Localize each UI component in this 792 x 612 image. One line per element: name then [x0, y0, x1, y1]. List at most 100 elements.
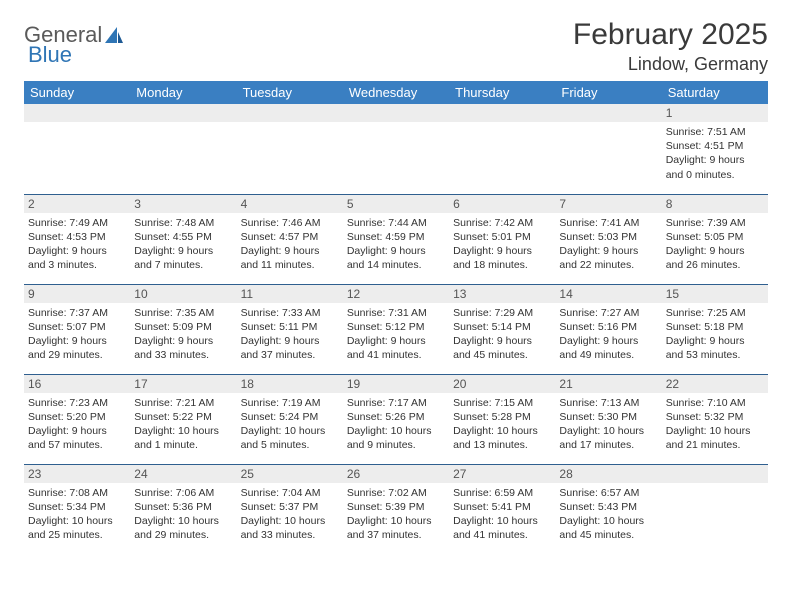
sunrise-text: Sunrise: 7:10 AM: [666, 396, 764, 410]
daylight-text: Daylight: 10 hours and 17 minutes.: [559, 424, 657, 452]
day-number: 21: [555, 375, 661, 393]
day-number: 26: [343, 465, 449, 483]
title-block: February 2025 Lindow, Germany: [573, 18, 768, 75]
dow-sunday: Sunday: [24, 81, 130, 104]
sunrise-text: Sunrise: 7:31 AM: [347, 306, 445, 320]
day-cell: 9Sunrise: 7:37 AMSunset: 5:07 PMDaylight…: [24, 284, 130, 374]
sunrise-text: Sunrise: 7:13 AM: [559, 396, 657, 410]
day-number: [555, 104, 661, 122]
calendar-week: 23Sunrise: 7:08 AMSunset: 5:34 PMDayligh…: [24, 464, 768, 554]
day-info: Sunrise: 7:27 AMSunset: 5:16 PMDaylight:…: [559, 306, 657, 363]
brand-part2: Blue: [28, 42, 72, 68]
day-info: Sunrise: 7:21 AMSunset: 5:22 PMDaylight:…: [134, 396, 232, 453]
sunset-text: Sunset: 5:20 PM: [28, 410, 126, 424]
daylight-text: Daylight: 9 hours and 18 minutes.: [453, 244, 551, 272]
daylight-text: Daylight: 10 hours and 45 minutes.: [559, 514, 657, 542]
day-cell: 16Sunrise: 7:23 AMSunset: 5:20 PMDayligh…: [24, 374, 130, 464]
day-number: 27: [449, 465, 555, 483]
day-number: 17: [130, 375, 236, 393]
sunset-text: Sunset: 5:18 PM: [666, 320, 764, 334]
day-cell: 7Sunrise: 7:41 AMSunset: 5:03 PMDaylight…: [555, 194, 661, 284]
daylight-text: Daylight: 9 hours and 3 minutes.: [28, 244, 126, 272]
sunset-text: Sunset: 5:28 PM: [453, 410, 551, 424]
day-number: 12: [343, 285, 449, 303]
sunrise-text: Sunrise: 7:46 AM: [241, 216, 339, 230]
day-number: [237, 104, 343, 122]
day-number: 16: [24, 375, 130, 393]
calendar-body: 1Sunrise: 7:51 AMSunset: 4:51 PMDaylight…: [24, 104, 768, 554]
dow-saturday: Saturday: [662, 81, 768, 104]
day-number: 18: [237, 375, 343, 393]
sunrise-text: Sunrise: 7:06 AM: [134, 486, 232, 500]
day-cell: 6Sunrise: 7:42 AMSunset: 5:01 PMDaylight…: [449, 194, 555, 284]
day-cell: 25Sunrise: 7:04 AMSunset: 5:37 PMDayligh…: [237, 464, 343, 554]
daylight-text: Daylight: 10 hours and 13 minutes.: [453, 424, 551, 452]
sunset-text: Sunset: 4:59 PM: [347, 230, 445, 244]
day-number: 8: [662, 195, 768, 213]
day-info: Sunrise: 7:15 AMSunset: 5:28 PMDaylight:…: [453, 396, 551, 453]
daylight-text: Daylight: 9 hours and 33 minutes.: [134, 334, 232, 362]
sunrise-text: Sunrise: 7:15 AM: [453, 396, 551, 410]
sunrise-text: Sunrise: 7:39 AM: [666, 216, 764, 230]
dow-wednesday: Wednesday: [343, 81, 449, 104]
sunrise-text: Sunrise: 7:23 AM: [28, 396, 126, 410]
day-info: Sunrise: 6:59 AMSunset: 5:41 PMDaylight:…: [453, 486, 551, 543]
daylight-text: Daylight: 9 hours and 26 minutes.: [666, 244, 764, 272]
day-number: 2: [24, 195, 130, 213]
sunset-text: Sunset: 5:30 PM: [559, 410, 657, 424]
dow-thursday: Thursday: [449, 81, 555, 104]
day-info: Sunrise: 7:06 AMSunset: 5:36 PMDaylight:…: [134, 486, 232, 543]
calendar-table: Sunday Monday Tuesday Wednesday Thursday…: [24, 81, 768, 554]
daylight-text: Daylight: 10 hours and 9 minutes.: [347, 424, 445, 452]
day-info: Sunrise: 7:51 AMSunset: 4:51 PMDaylight:…: [666, 125, 764, 182]
day-cell: 15Sunrise: 7:25 AMSunset: 5:18 PMDayligh…: [662, 284, 768, 374]
day-info: Sunrise: 7:17 AMSunset: 5:26 PMDaylight:…: [347, 396, 445, 453]
day-cell: 28Sunrise: 6:57 AMSunset: 5:43 PMDayligh…: [555, 464, 661, 554]
sunrise-text: Sunrise: 7:48 AM: [134, 216, 232, 230]
day-number: 22: [662, 375, 768, 393]
day-cell: 22Sunrise: 7:10 AMSunset: 5:32 PMDayligh…: [662, 374, 768, 464]
day-number: [662, 465, 768, 483]
day-number: 6: [449, 195, 555, 213]
dow-friday: Friday: [555, 81, 661, 104]
sunrise-text: Sunrise: 7:08 AM: [28, 486, 126, 500]
sunrise-text: Sunrise: 7:35 AM: [134, 306, 232, 320]
day-cell: 27 Sunrise: 6:59 AMSunset: 5:41 PMDayligh…: [449, 464, 555, 554]
day-number: 7: [555, 195, 661, 213]
day-number: 14: [555, 285, 661, 303]
day-info: Sunrise: 7:49 AMSunset: 4:53 PMDaylight:…: [28, 216, 126, 273]
day-info: Sunrise: 7:25 AMSunset: 5:18 PMDaylight:…: [666, 306, 764, 363]
sail-icon: [104, 26, 124, 44]
day-number: 4: [237, 195, 343, 213]
day-number: 28: [555, 465, 661, 483]
empty-cell: [237, 104, 343, 194]
location: Lindow, Germany: [573, 54, 768, 75]
sunrise-text: Sunrise: 7:17 AM: [347, 396, 445, 410]
daylight-text: Daylight: 9 hours and 53 minutes.: [666, 334, 764, 362]
day-number: [449, 104, 555, 122]
sunrise-text: Sunrise: 7:21 AM: [134, 396, 232, 410]
day-cell: 21 Sunrise: 7:13 AMSunset: 5:30 PMDayligh…: [555, 374, 661, 464]
sunrise-text: Sunrise: 7:51 AM: [666, 125, 764, 139]
sunset-text: Sunset: 5:43 PM: [559, 500, 657, 514]
empty-cell: [449, 104, 555, 194]
sunset-text: Sunset: 5:09 PM: [134, 320, 232, 334]
sunset-text: Sunset: 4:57 PM: [241, 230, 339, 244]
day-cell: 1Sunrise: 7:51 AMSunset: 4:51 PMDaylight…: [662, 104, 768, 194]
day-number: 10: [130, 285, 236, 303]
sunset-text: Sunset: 5:11 PM: [241, 320, 339, 334]
sunset-text: Sunset: 5:22 PM: [134, 410, 232, 424]
sunset-text: Sunset: 5:07 PM: [28, 320, 126, 334]
daylight-text: Daylight: 9 hours and 22 minutes.: [559, 244, 657, 272]
sunrise-text: Sunrise: 7:25 AM: [666, 306, 764, 320]
sunrise-text: Sunrise: 7:37 AM: [28, 306, 126, 320]
empty-cell: [555, 104, 661, 194]
day-cell: 8Sunrise: 7:39 AMSunset: 5:05 PMDaylight…: [662, 194, 768, 284]
sunset-text: Sunset: 5:12 PM: [347, 320, 445, 334]
day-cell: 20Sunrise: 7:15 AMSunset: 5:28 PMDayligh…: [449, 374, 555, 464]
sunset-text: Sunset: 4:51 PM: [666, 139, 764, 153]
daylight-text: Daylight: 9 hours and 41 minutes.: [347, 334, 445, 362]
sunset-text: Sunset: 5:34 PM: [28, 500, 126, 514]
sunrise-text: Sunrise: 7:29 AM: [453, 306, 551, 320]
sunset-text: Sunset: 5:41 PM: [453, 500, 551, 514]
